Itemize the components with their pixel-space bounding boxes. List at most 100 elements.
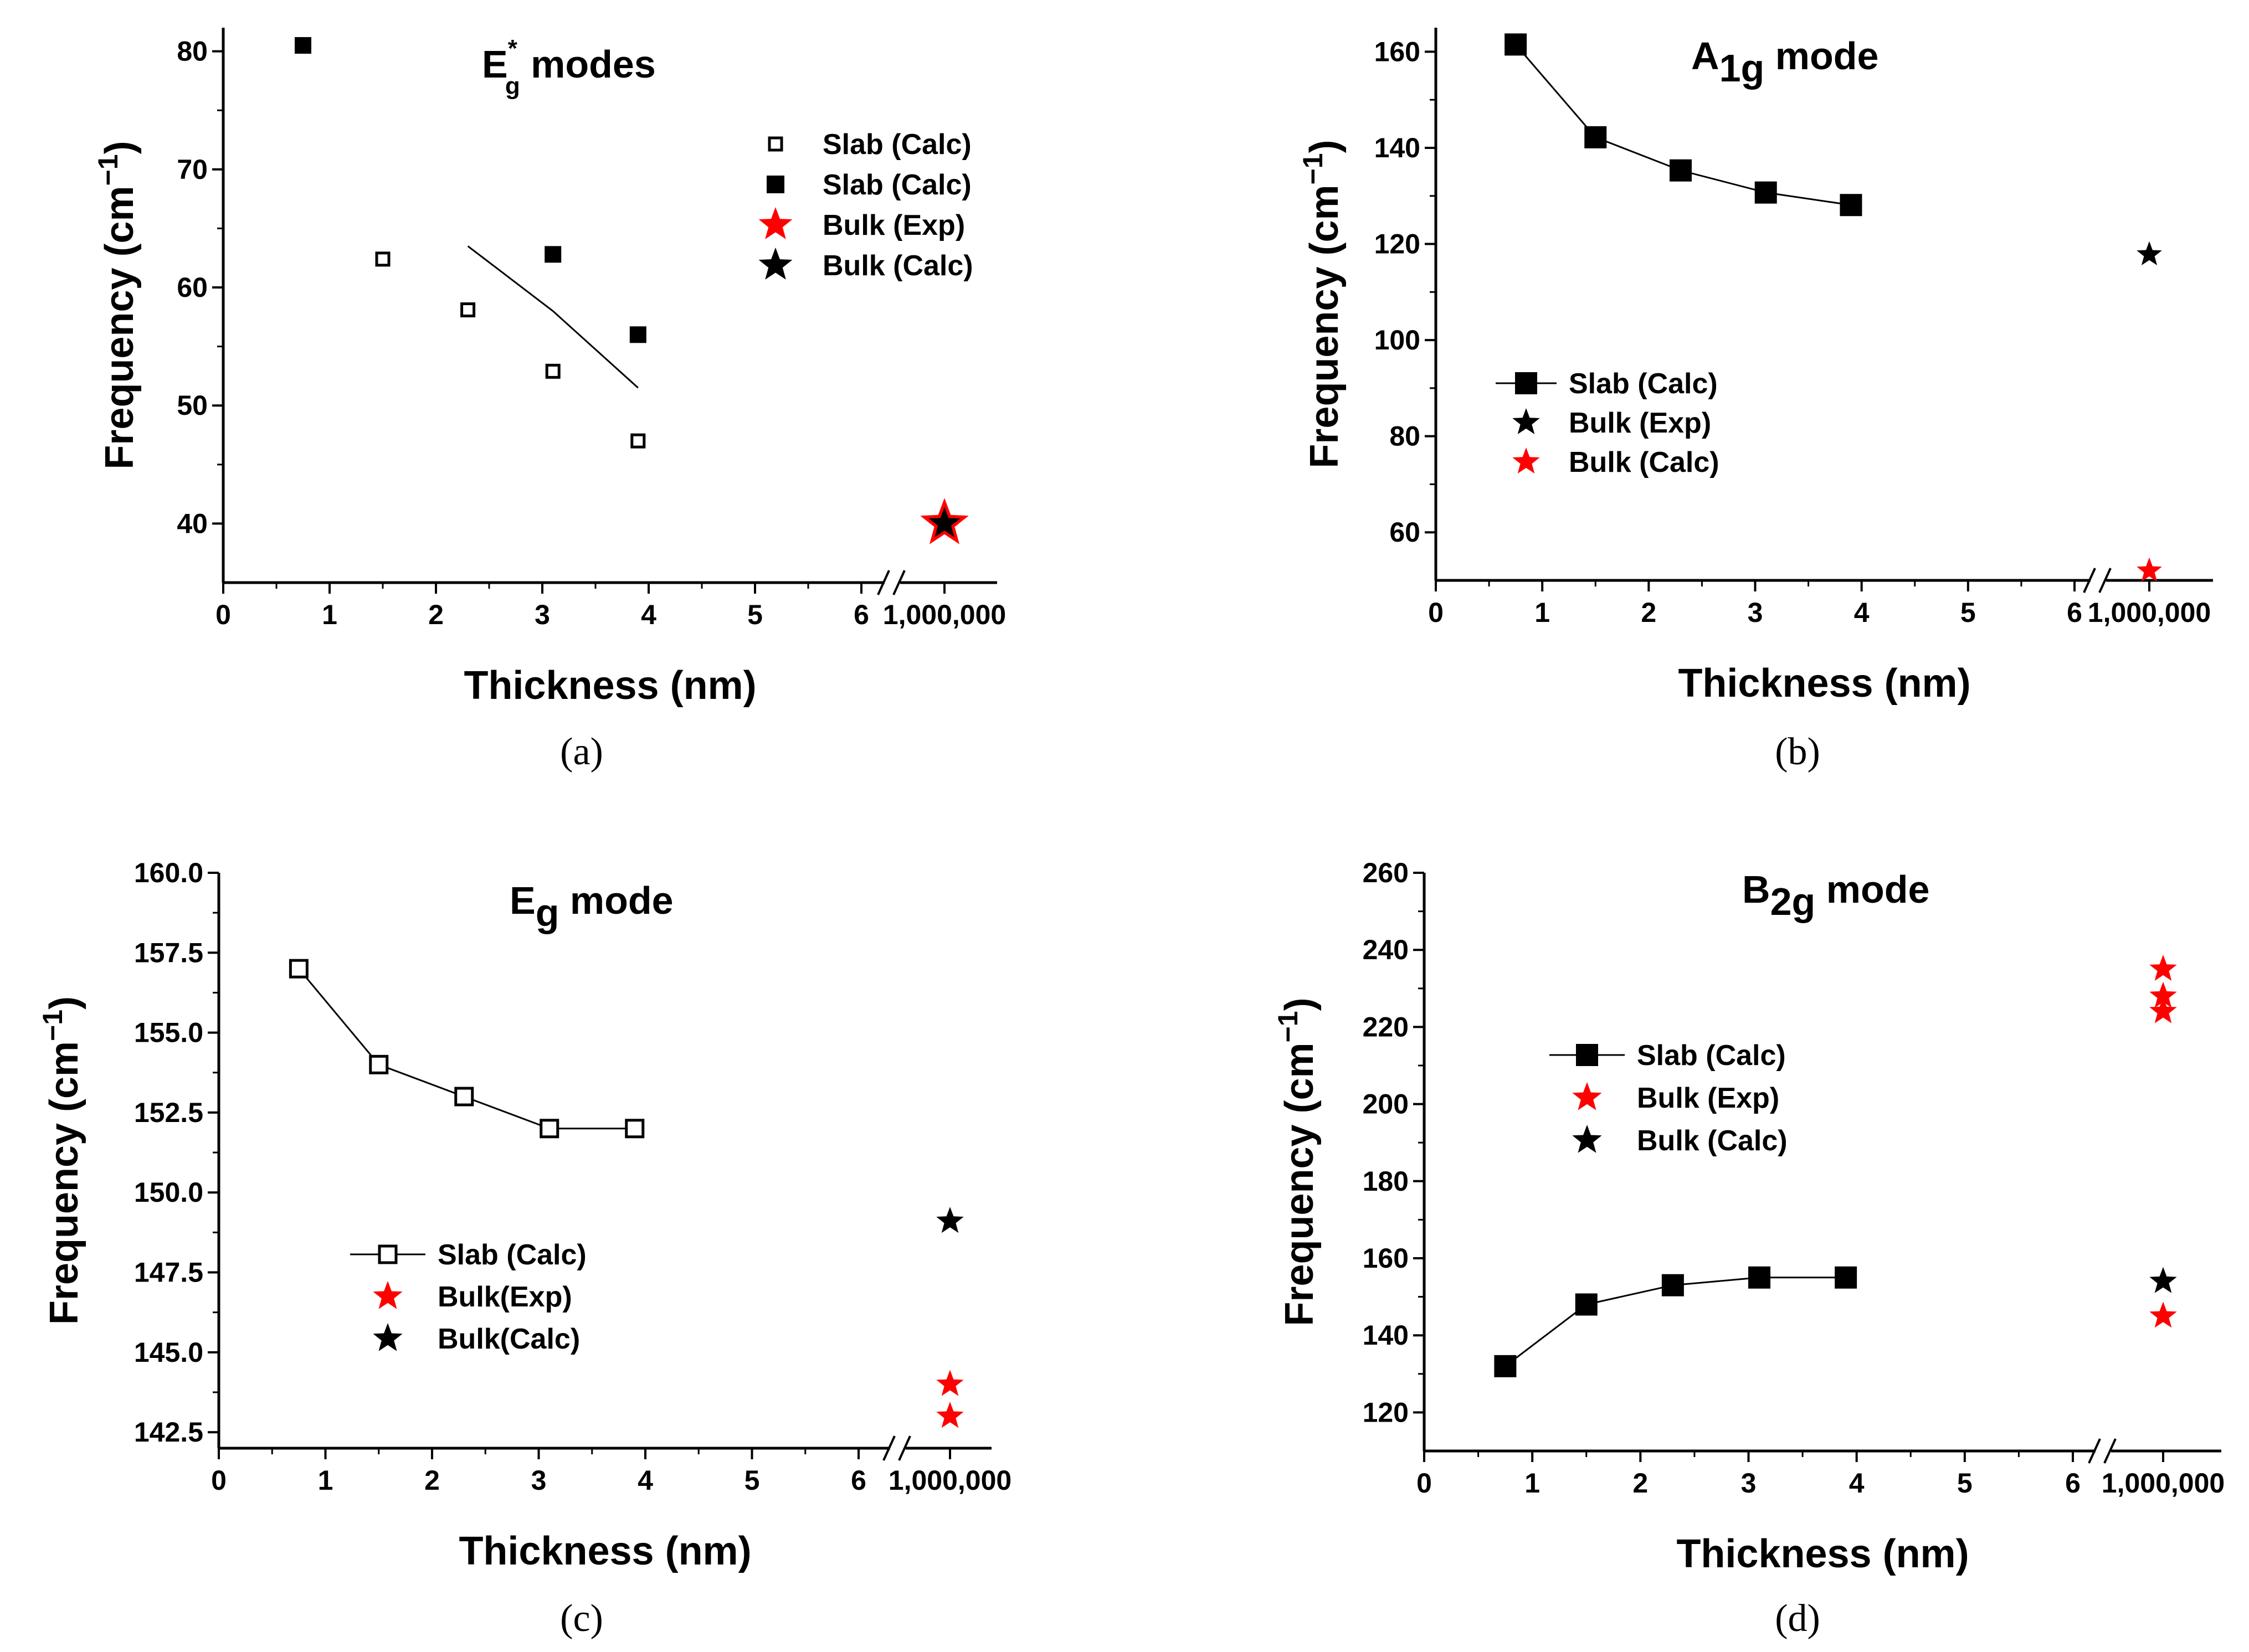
data-point (2149, 1267, 2177, 1293)
legend-label: Bulk (Exp) (1637, 1082, 1779, 1114)
data-point (625, 1119, 645, 1139)
data-point (289, 959, 309, 979)
x-tick-label: 1 (322, 599, 337, 630)
data-point (2137, 557, 2162, 582)
chart-title: Eg mode (510, 879, 674, 934)
title-main: B (1742, 868, 1770, 911)
chart-title: A1g mode (1691, 34, 1878, 90)
chart-title: E* g modes (482, 35, 656, 100)
title-sub: 2g (1770, 880, 1816, 923)
y-tick-label: 220 (1363, 1011, 1409, 1042)
y-tick-label: 50 (177, 390, 208, 421)
legend-marker (758, 207, 793, 239)
x-axis-label: Thickness (nm) (1676, 1532, 1969, 1576)
data-point (375, 251, 391, 267)
x-tick-label: 5 (744, 1465, 760, 1496)
y-tick-label: 160 (1374, 36, 1420, 67)
legend-marker (1572, 1125, 1602, 1153)
data-point (369, 1054, 389, 1074)
axis-break-mark (2103, 1438, 2117, 1464)
title-rest: mode (1764, 34, 1878, 78)
axis-break-mark (882, 1435, 896, 1461)
data-point (460, 302, 476, 318)
x-tick-label: 3 (535, 599, 550, 630)
data-point (2149, 955, 2177, 981)
y-axis-label-end: ) (1277, 997, 1322, 1011)
legend-marker (758, 248, 793, 280)
x-tick-label: 5 (1960, 597, 1976, 628)
data-point (1754, 181, 1777, 204)
x-tick-label: 3 (531, 1465, 547, 1496)
data-point (1661, 1274, 1684, 1296)
y-tick-label: 240 (1363, 934, 1409, 965)
y-tick-label: 160 (1363, 1243, 1409, 1274)
data-point (1584, 126, 1607, 148)
data-point (545, 246, 562, 263)
panel-d: 0 1 2 3 4 5 6 1,000,000 120 140 160 180 200 220 240 260… (1272, 857, 2225, 1640)
legend-label: Bulk (Calc) (1637, 1125, 1788, 1157)
y-axis-label: Frequency (cm−1) (93, 141, 142, 469)
trend-line (467, 245, 639, 389)
legend-label: Slab (Calc) (1637, 1039, 1786, 1072)
title-rest: mode (1815, 868, 1929, 911)
data-point (1494, 1355, 1517, 1377)
y-tick-label: 80 (177, 36, 208, 67)
axis-break-mark (892, 570, 906, 595)
y-tick-label: 120 (1363, 1397, 1409, 1428)
legend-marker (1572, 1082, 1602, 1110)
legend-label: Slab (Calc) (823, 128, 972, 161)
legend-marker (768, 136, 783, 152)
legend-marker (767, 176, 784, 193)
data-point (2137, 241, 2162, 265)
y-axis-label-sup: −1 (93, 154, 124, 186)
data-point (545, 363, 561, 379)
y-axis-label: Frequency (cm−1) (1297, 140, 1347, 468)
x-tick-label: 2 (1632, 1468, 1648, 1499)
title-sup: * (508, 35, 518, 62)
title-rest: mode (559, 879, 673, 922)
data-point (936, 1370, 964, 1396)
data-point (1840, 194, 1862, 217)
title-main: A (1691, 34, 1719, 78)
y-axis-label-sup: −1 (1272, 1011, 1303, 1042)
legend-marker (1512, 408, 1540, 434)
panel-caption: (b) (1775, 730, 1820, 773)
x-tick-label: 4 (1854, 597, 1870, 628)
legend-label: Slab (Calc) (823, 169, 972, 201)
y-tick-label: 60 (177, 272, 208, 303)
data-point (540, 1119, 559, 1139)
data-point (1669, 159, 1692, 182)
panel-caption: (a) (560, 730, 603, 773)
y-axis-label-end: ) (97, 141, 142, 154)
y-tick-label: 147.5 (134, 1257, 203, 1288)
y-axis-label: Frequency (cm−1) (1272, 997, 1322, 1326)
y-axis-label-text: Frequency (cm (97, 186, 142, 469)
x-tick-label: 1,000,000 (2088, 597, 2211, 628)
legend-label: Bulk(Exp) (438, 1281, 572, 1313)
data-point (2149, 997, 2177, 1023)
data-point (936, 1402, 964, 1428)
y-tick-label: 140 (1374, 132, 1420, 163)
y-tick-label: 140 (1363, 1320, 1409, 1351)
y-tick-label: 142.5 (134, 1417, 203, 1448)
y-tick-label: 260 (1363, 857, 1409, 888)
x-tick-label: 3 (1741, 1468, 1757, 1499)
data-point (928, 507, 961, 537)
y-tick-label: 100 (1374, 325, 1420, 356)
legend-marker (1515, 372, 1537, 394)
title-sub: g (536, 891, 559, 934)
legend-label: Bulk (Calc) (1569, 446, 1719, 478)
x-tick-label: 4 (638, 1465, 653, 1496)
legend-marker (373, 1323, 403, 1351)
x-tick-label: 5 (747, 599, 763, 630)
data-point (2149, 981, 2177, 1008)
panel-caption: (c) (560, 1597, 603, 1640)
y-tick-label: 60 (1389, 517, 1420, 548)
axis-break-mark (898, 1435, 911, 1461)
y-axis-label: Frequency (cm−1) (37, 996, 86, 1325)
legend-label: Slab (Calc) (1569, 368, 1718, 400)
axis-break-mark (2083, 568, 2096, 593)
y-tick-label: 180 (1363, 1166, 1409, 1197)
legend-marker (378, 1244, 398, 1264)
x-tick-label: 2 (424, 1465, 440, 1496)
